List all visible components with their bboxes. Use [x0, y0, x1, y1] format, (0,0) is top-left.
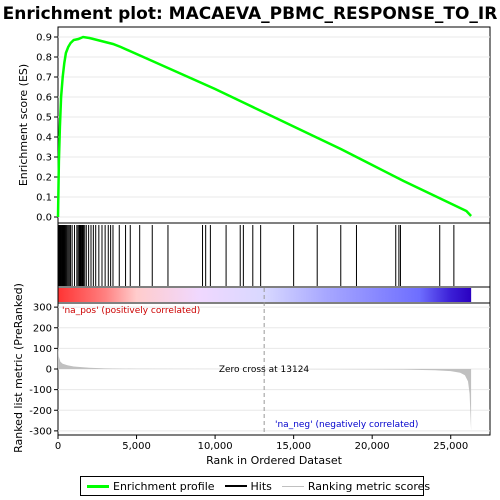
es-y-axis-label: Enrichment score (ES)	[17, 64, 30, 186]
hit-lines	[57, 225, 455, 286]
legend-label-enrichment: Enrichment profile	[113, 479, 215, 493]
positive-label: 'na_pos' (positively correlated)	[62, 306, 200, 316]
x-axis-label: Rank in Ordered Dataset	[206, 454, 343, 467]
x-tick-label: 20,000	[355, 441, 390, 452]
legend: Enrichment profile Hits Ranking metric s…	[80, 476, 430, 496]
metric-y-ticks: -300 -200 -100 0 100 200 300	[29, 303, 58, 437]
x-tick-label: 10,000	[198, 441, 233, 452]
legend-item-enrichment-profile: Enrichment profile	[87, 480, 215, 493]
metric-tick-label: 0	[46, 365, 52, 376]
metric-tick-label: -100	[29, 385, 52, 396]
x-tick-label: 15,000	[276, 441, 311, 452]
es-y-ticks: 0.0 0.1 0.2 0.3 0.4 0.5 0.6 0.7 0.8 0.9	[36, 33, 58, 224]
es-tick-label: 0.3	[36, 153, 52, 164]
legend-label-hits: Hits	[250, 479, 272, 493]
legend-swatch-hits	[224, 485, 247, 487]
metric-tick-label: 300	[33, 303, 52, 314]
x-tick-label: 25,000	[433, 441, 468, 452]
chart-title: Enrichment plot: MACAEVA_PBMC_RESPONSE_T…	[3, 4, 498, 24]
legend-item-hits: Hits	[224, 479, 272, 493]
negative-label: 'na_neg' (negatively correlated)	[275, 420, 418, 430]
es-panel	[57, 26, 491, 224]
es-tick-label: 0.5	[36, 113, 52, 124]
metric-tick-label: 100	[33, 344, 52, 355]
es-tick-label: 0.4	[36, 133, 52, 144]
legend-item-ranking: Ranking metric scores	[281, 479, 431, 493]
legend-label-ranking: Ranking metric scores	[307, 479, 431, 493]
es-tick-label: 0.8	[36, 53, 52, 64]
x-tick-label: 0	[55, 441, 61, 452]
metric-tick-label: -300	[29, 426, 52, 437]
es-tick-label: 0.7	[36, 73, 52, 84]
es-tick-label: 0.0	[36, 213, 52, 224]
metric-y-axis-label: Ranked list metric (PreRanked)	[12, 283, 25, 453]
zero-cross-label: Zero cross at 13124	[219, 365, 310, 375]
legend-swatch-ranking	[281, 485, 304, 487]
es-tick-label: 0.9	[36, 33, 52, 44]
metric-tick-label: 200	[33, 323, 52, 334]
es-tick-label: 0.1	[36, 193, 52, 204]
es-tick-label: 0.2	[36, 173, 52, 184]
es-tick-label: 0.6	[36, 93, 52, 104]
x-ticks: 0 5,000 10,000 15,000 20,000 25,000	[55, 435, 468, 452]
metric-tick-label: -200	[29, 406, 52, 417]
legend-swatch-enrichment	[87, 484, 109, 488]
x-tick-label: 5,000	[122, 441, 151, 452]
hits-panel	[57, 222, 491, 288]
enrichment-profile-line	[56, 35, 473, 218]
